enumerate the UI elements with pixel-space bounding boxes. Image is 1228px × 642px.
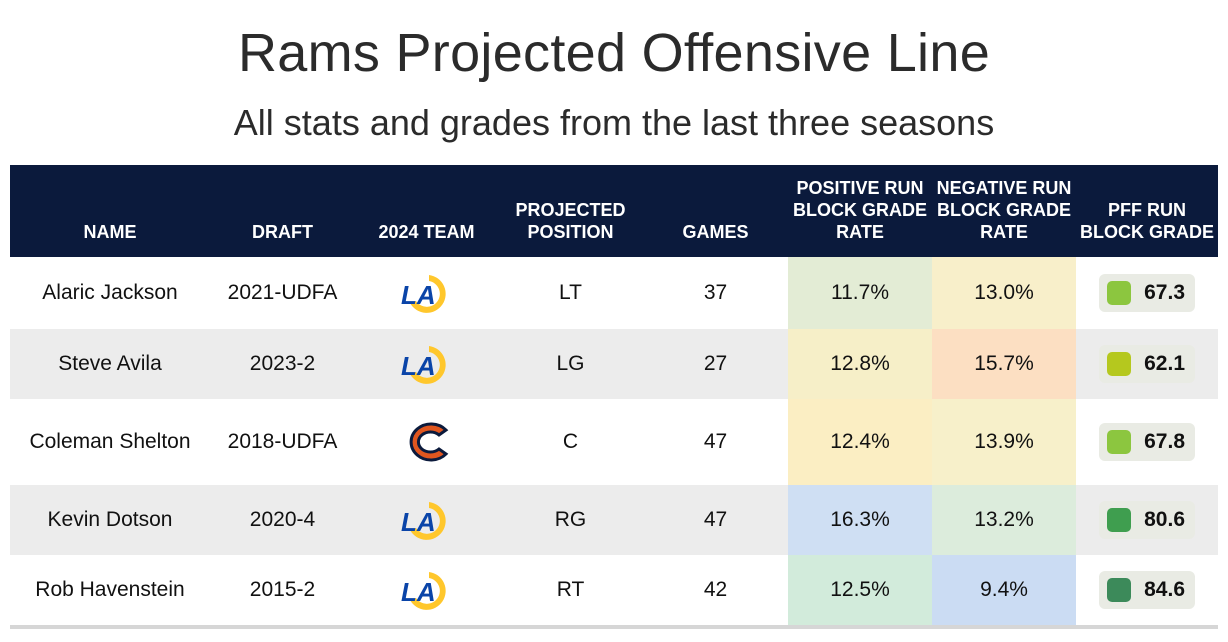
position-cell: RG bbox=[554, 508, 587, 531]
column-header-draft: DRAFT bbox=[252, 222, 313, 242]
negative-rate-cell: 15.7% bbox=[932, 329, 1076, 399]
pff-grade-cell: 80.6 bbox=[1076, 485, 1218, 555]
table-row: Rob Havenstein 2015-2 LA RT 42 12.5% 9.4% 84.6 bbox=[10, 555, 1218, 629]
grade-value: 84.6 bbox=[1144, 577, 1185, 601]
pff-grade-cell: 67.3 bbox=[1076, 257, 1218, 329]
bears-logo-icon bbox=[409, 422, 448, 462]
pff-grade-cell: 67.8 bbox=[1076, 399, 1218, 485]
svg-text:LA: LA bbox=[401, 351, 436, 381]
positive-rate-cell: 12.5% bbox=[788, 555, 932, 629]
column-header-positive-rate: POSITIVE RUN BLOCK GRADE RATE bbox=[793, 178, 927, 242]
games-cell: 42 bbox=[643, 555, 788, 629]
positive-rate-cell: 11.7% bbox=[788, 257, 932, 329]
position-cell: RT bbox=[498, 555, 643, 629]
draft-cell: 2023-2 bbox=[249, 352, 316, 375]
grade-value: 67.3 bbox=[1144, 280, 1185, 304]
column-header-games: GAMES bbox=[682, 222, 749, 242]
positive-rate-cell: 12.4% bbox=[788, 399, 932, 485]
negative-rate-cell: 13.9% bbox=[932, 399, 1076, 485]
column-header-name: NAME bbox=[83, 222, 137, 242]
team-cell: LA bbox=[355, 555, 498, 629]
table-row: Kevin Dotson 2020-4 LA RG 47 16.3% 13.2% 80.6 bbox=[10, 485, 1218, 555]
player-name-cell: Coleman Shelton bbox=[29, 430, 191, 453]
draft-cell: 2021-UDFA bbox=[227, 281, 338, 304]
svg-text:LA: LA bbox=[401, 507, 436, 537]
team-cell: LA bbox=[355, 485, 498, 555]
grade-badge: 67.8 bbox=[1099, 422, 1195, 461]
header-row: NAME DRAFT 2024 TEAM PROJECTED POSITION … bbox=[10, 165, 1218, 257]
rams-logo-icon: LA bbox=[401, 572, 446, 610]
svg-text:LA: LA bbox=[401, 280, 436, 310]
grade-color-swatch bbox=[1107, 280, 1131, 305]
grade-color-swatch bbox=[1107, 429, 1131, 454]
grade-color-swatch bbox=[1107, 507, 1131, 532]
grade-color-swatch bbox=[1107, 351, 1131, 376]
rams-logo-icon: LA bbox=[401, 346, 446, 384]
table-row: Steve Avila 2023-2 LA LG 27 12.8% 15.7% 62.1 bbox=[10, 329, 1218, 399]
draft-cell: 2018-UDFA bbox=[227, 430, 338, 453]
positive-rate-cell: 12.8% bbox=[788, 329, 932, 399]
grade-badge: 62.1 bbox=[1099, 344, 1195, 383]
grade-badge: 80.6 bbox=[1099, 500, 1195, 539]
draft-cell: 2020-4 bbox=[249, 508, 316, 531]
offensive-line-table: NAME DRAFT 2024 TEAM PROJECTED POSITION … bbox=[10, 165, 1218, 629]
grade-value: 80.6 bbox=[1144, 507, 1185, 531]
column-header-negative-rate: NEGATIVE RUN BLOCK GRADE RATE bbox=[936, 178, 1072, 242]
position-cell: LT bbox=[559, 281, 582, 304]
negative-rate-cell: 9.4% bbox=[932, 555, 1076, 629]
table-row: Alaric Jackson 2021-UDFA LA LT 37 11.7% 13.0% 6… bbox=[10, 257, 1218, 329]
games-cell: 37 bbox=[703, 281, 728, 304]
grade-value: 67.8 bbox=[1144, 429, 1185, 453]
team-cell bbox=[355, 399, 498, 485]
team-cell: LA bbox=[355, 329, 498, 399]
player-name-cell: Kevin Dotson bbox=[47, 508, 173, 531]
chart-title: Rams Projected Offensive Line bbox=[237, 23, 991, 83]
team-cell: LA bbox=[355, 257, 498, 329]
games-cell: 47 bbox=[703, 508, 728, 531]
player-name-cell: Alaric Jackson bbox=[42, 281, 178, 304]
draft-cell: 2015-2 bbox=[210, 555, 355, 629]
grade-value: 62.1 bbox=[1144, 351, 1185, 375]
pff-grade-cell: 84.6 bbox=[1076, 555, 1218, 629]
positive-rate-cell: 16.3% bbox=[788, 485, 932, 555]
games-cell: 27 bbox=[703, 352, 728, 375]
rams-logo-icon: LA bbox=[401, 275, 446, 313]
position-cell: C bbox=[562, 430, 579, 453]
grade-color-swatch bbox=[1107, 577, 1131, 602]
chart-subtitle: All stats and grades from the last three… bbox=[233, 102, 995, 143]
pff-grade-cell: 62.1 bbox=[1076, 329, 1218, 399]
player-name-cell: Rob Havenstein bbox=[10, 555, 210, 629]
games-cell: 47 bbox=[703, 430, 728, 453]
grade-badge: 67.3 bbox=[1099, 273, 1195, 312]
column-header-team: 2024 TEAM bbox=[378, 222, 475, 242]
column-header-pff-grade: PFF RUN BLOCK GRADE bbox=[1080, 200, 1214, 242]
svg-text:LA: LA bbox=[401, 577, 436, 607]
table-row: Coleman Shelton 2018-UDFA C 47 12.4% 13.9% 67.… bbox=[10, 399, 1218, 485]
position-cell: LG bbox=[556, 352, 585, 375]
negative-rate-cell: 13.0% bbox=[932, 257, 1076, 329]
rams-logo-icon: LA bbox=[401, 502, 446, 540]
negative-rate-cell: 13.2% bbox=[932, 485, 1076, 555]
grade-badge: 84.6 bbox=[1099, 570, 1195, 609]
column-header-position: PROJECTED POSITION bbox=[515, 200, 626, 242]
player-name-cell: Steve Avila bbox=[58, 352, 162, 375]
